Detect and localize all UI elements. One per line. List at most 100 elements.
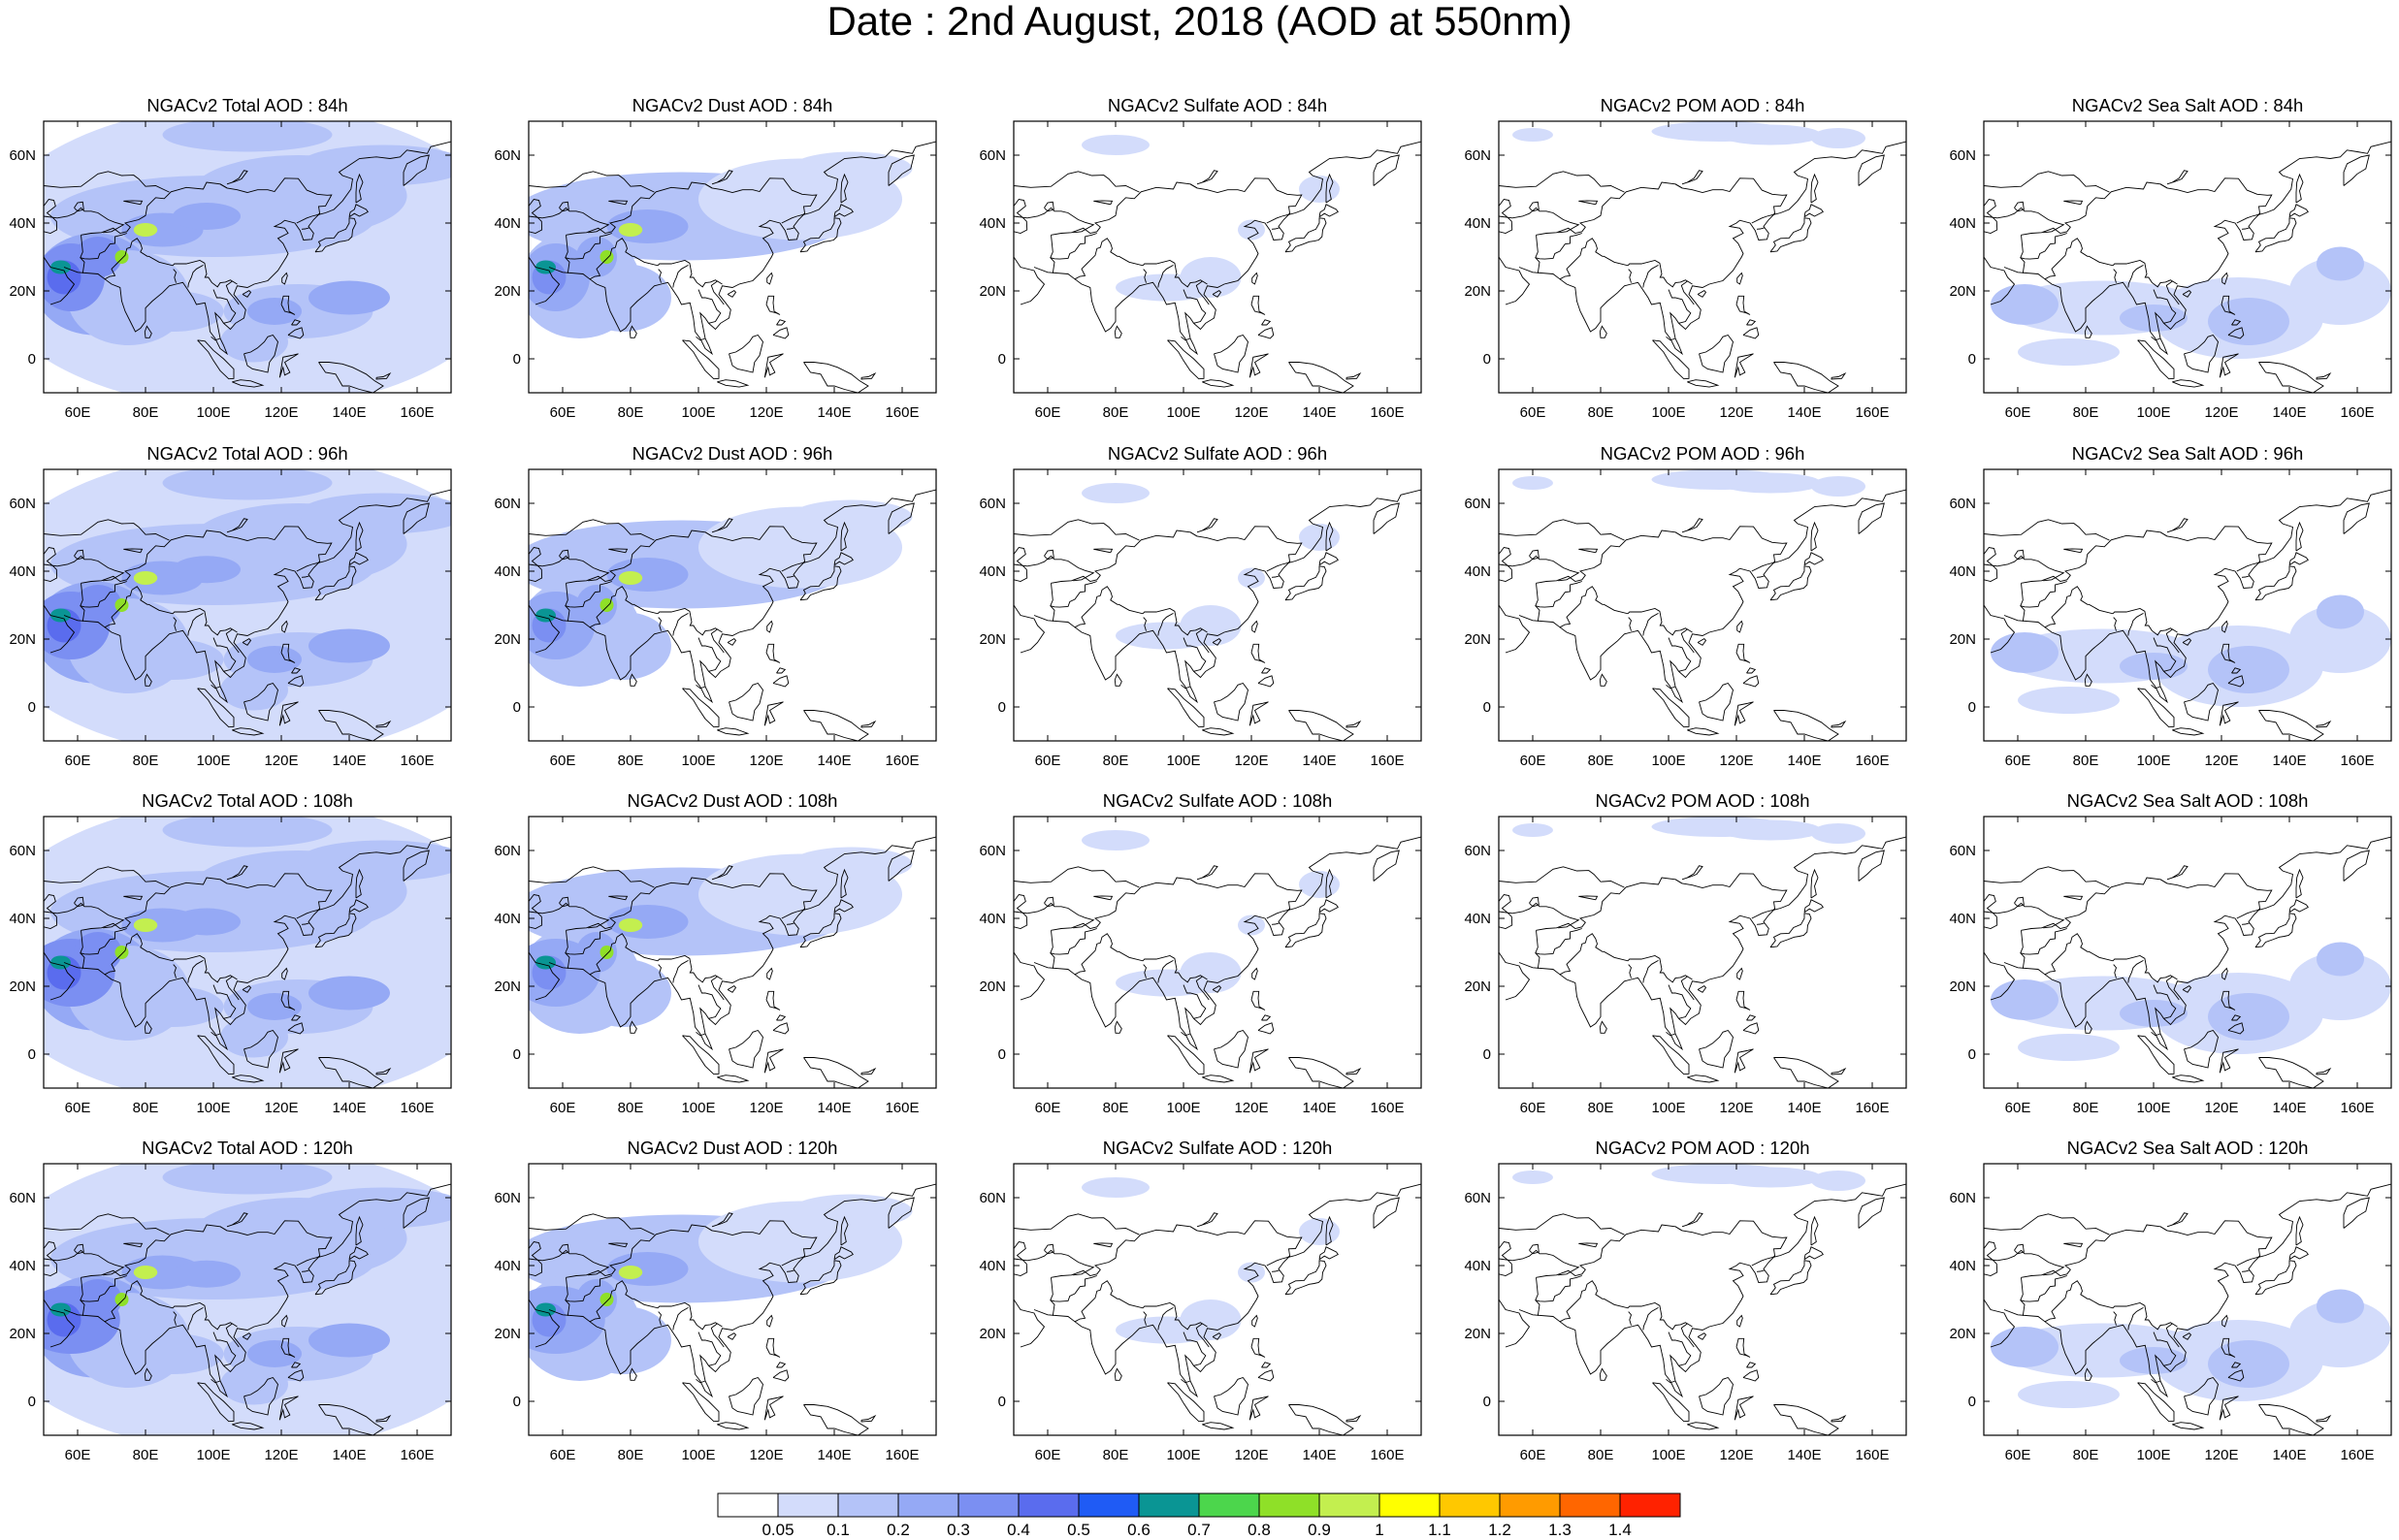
map-boundary-line: [1756, 227, 1765, 230]
map-boundary-line: [1599, 1367, 1607, 1381]
map-boundary-line: [2020, 257, 2026, 273]
map-boundary-line: [287, 327, 305, 339]
aod-shading: [173, 1260, 241, 1288]
map-boundary-line: [1831, 371, 1847, 380]
colorbar-label: 0.2: [887, 1521, 910, 1539]
map-boundary-line: [696, 336, 706, 341]
map-boundary-line: [565, 605, 570, 622]
lat-tick-label: 20N: [9, 1326, 36, 1342]
lat-tick-label: 60N: [494, 843, 521, 859]
map-boundary-line: [301, 922, 309, 925]
map-boundary-line: [81, 177, 333, 236]
map-boundary-line: [375, 1414, 392, 1423]
aod-shading: [790, 499, 913, 534]
map-boundary-line: [696, 1031, 706, 1037]
aod-shading: [2317, 246, 2364, 281]
map-boundary-line: [1674, 183, 1683, 189]
map-boundary-line: [44, 902, 125, 929]
map-boundary-line: [682, 1382, 720, 1423]
aod-shading: [2289, 257, 2391, 325]
lat-tick-label: 0: [513, 699, 521, 716]
aod-shading: [1299, 176, 1340, 203]
aod-shading: [1512, 476, 1553, 490]
aod-field: [1984, 836, 2391, 1088]
map-boundary-line: [1642, 960, 1659, 983]
map-frame: [43, 120, 452, 394]
map-boundary-line: [704, 531, 713, 537]
map-boundary-line: [219, 183, 228, 189]
lat-tick-label: 40N: [1949, 215, 1976, 232]
map-boundary-line: [799, 565, 842, 601]
colorbar: 0.05 0.1 0.2 0.3 0.4 0.5 0.6 0.7 0.8 0.9 1 1.1 1.2 1.…: [717, 1492, 1681, 1539]
lon-tick-label: 120E: [1234, 404, 1268, 421]
map-boundary-line: [2020, 605, 2026, 622]
aod-shading: [618, 1266, 643, 1279]
aod-shading: [162, 469, 333, 500]
map-boundary-line: [704, 879, 713, 884]
aod-shading: [162, 817, 333, 848]
map-boundary-line: [2227, 675, 2245, 688]
map-frame: [1983, 468, 2392, 742]
map-boundary-line: [80, 257, 85, 273]
lon-tick-label: 140E: [332, 753, 366, 769]
lon-tick-label: 80E: [1103, 1100, 1129, 1116]
map-boundary-line: [2113, 617, 2118, 631]
map-boundary-line: [225, 1323, 240, 1348]
aod-map-panel: NGACv2 Sulfate AOD : 120h 60E 80E 100E 120E 1…: [979, 1138, 1422, 1463]
lon-tick-label: 80E: [2073, 1100, 2099, 1116]
map-boundary-line: [1674, 531, 1683, 537]
aod-shading: [121, 1333, 224, 1374]
map-boundary-line: [2254, 913, 2297, 948]
map-boundary-line: [2231, 1362, 2242, 1368]
map-boundary-line: [803, 1057, 869, 1088]
map-boundary-line: [1666, 1031, 1676, 1037]
aod-shading: [220, 1016, 288, 1058]
map-boundary-line: [1499, 519, 1625, 541]
colorbar-swatch: [1619, 1492, 1681, 1518]
lat-tick-label: 20N: [494, 631, 521, 648]
map-boundary-line: [529, 519, 655, 541]
lon-tick-label: 140E: [2272, 1447, 2306, 1463]
map-boundary-line: [318, 1404, 384, 1435]
map-boundary-line: [2227, 1369, 2245, 1382]
map-boundary-line: [1680, 628, 1695, 654]
lat-tick-label: 40N: [1464, 911, 1491, 927]
map-boundary-line: [1735, 643, 1751, 663]
map-boundary-line: [144, 673, 152, 687]
map-boundary-line: [786, 227, 794, 230]
lon-tick-label: 140E: [1787, 404, 1821, 421]
map-boundary-line: [1093, 548, 1114, 554]
map-boundary-line: [658, 964, 663, 979]
lon-tick-label: 100E: [1166, 1447, 1200, 1463]
map-boundary-line: [2343, 1197, 2370, 1229]
map-boundary-line: [1143, 1311, 1148, 1326]
map-boundary-line: [2221, 1337, 2236, 1358]
map-boundary-line: [2184, 1029, 2219, 1069]
lon-tick-label: 140E: [817, 404, 851, 421]
map-boundary-line: [1202, 727, 1235, 736]
map-boundary-line: [2166, 865, 2188, 881]
map-boundary-line: [1189, 1226, 1198, 1232]
map-boundary-line: [1266, 910, 1288, 919]
map-boundary-line: [697, 984, 722, 1019]
aod-shading: [1512, 128, 1553, 142]
map-frame: [528, 468, 937, 742]
map-boundary-line: [243, 682, 278, 722]
lat-tick-label: 20N: [494, 979, 521, 995]
aod-field: [529, 1183, 936, 1435]
map-boundary-line: [589, 586, 723, 636]
map-boundary-line: [2258, 710, 2324, 741]
map-boundary-line: [219, 879, 228, 884]
map-boundary-line: [44, 171, 170, 193]
map-boundary-line: [1984, 256, 2016, 305]
lon-tick-label: 160E: [1855, 1447, 1889, 1463]
aod-shading: [1082, 483, 1150, 503]
map-boundary-line: [81, 1220, 333, 1278]
lat-tick-label: 0: [513, 1046, 521, 1063]
map-frame: [1013, 816, 1422, 1089]
map-boundary-line: [710, 1323, 725, 1348]
lon-tick-label: 160E: [2340, 404, 2374, 421]
map-boundary-line: [1261, 319, 1272, 326]
map-boundary-line: [1183, 984, 1207, 1019]
lon-tick-label: 80E: [133, 1100, 159, 1116]
